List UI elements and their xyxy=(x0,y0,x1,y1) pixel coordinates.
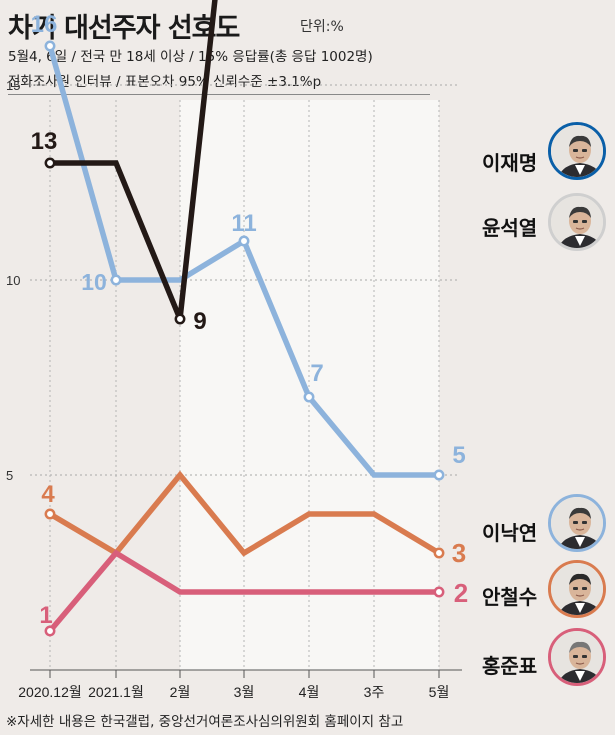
data-label-이낙연: 11 xyxy=(231,210,256,237)
legend-name-ahn-cheolsoo: 안철수 xyxy=(482,585,538,609)
data-point-안철수 xyxy=(433,547,445,559)
header-divider xyxy=(8,94,430,95)
data-point-이낙연 xyxy=(110,274,122,286)
unit-label: 단위:% xyxy=(300,19,344,35)
data-point-홍준표 xyxy=(44,625,56,637)
x-tick-label: 5월 xyxy=(429,684,450,700)
data-label-안철수: 3 xyxy=(452,538,466,568)
x-tick-label: 3월 xyxy=(234,684,255,700)
data-label-윤석열: 9 xyxy=(193,308,206,335)
data-label-홍준표: 1 xyxy=(39,602,52,629)
legend-name-lee-nakyon: 이낙연 xyxy=(482,521,538,545)
data-point-이낙연 xyxy=(303,391,315,403)
data-point-홍준표 xyxy=(433,586,445,598)
data-label-이낙연: 10 xyxy=(81,269,107,295)
data-point-윤석열 xyxy=(174,313,186,325)
data-point-안철수 xyxy=(44,508,56,520)
x-tick-label: 2020.12월 xyxy=(18,684,82,700)
y-tick-label: 15 xyxy=(6,78,20,93)
data-point-이낙연 xyxy=(238,235,250,247)
data-label-윤석열: 13 xyxy=(31,128,58,155)
x-tick-label: 4월 xyxy=(299,684,320,700)
chart-title: 차기 대선주자 선호도 xyxy=(8,13,240,44)
data-point-이낙연 xyxy=(433,469,445,481)
portrait-lee-nakyon xyxy=(548,494,606,552)
data-label-이낙연: 7 xyxy=(310,360,323,387)
data-label-이낙연: 16 xyxy=(31,11,58,38)
portrait-lee-jaemyung xyxy=(548,122,606,180)
data-point-이낙연 xyxy=(44,40,56,52)
y-tick-label: 10 xyxy=(6,273,20,288)
data-label-이낙연: 5 xyxy=(452,442,465,469)
data-point-윤석열 xyxy=(44,157,56,169)
portrait-yoon-seokyoul xyxy=(548,193,606,251)
survey-info-line-1: 5월4, 6일 / 전국 만 18세 이상 / 15% 응답률(총 응답 100… xyxy=(8,49,373,65)
series-line-홍준표 xyxy=(47,549,439,633)
series-line-윤석열 xyxy=(50,0,218,321)
portrait-ahn-cheolsoo xyxy=(548,560,606,618)
legend-name-yoon-seokyoul: 윤석열 xyxy=(482,216,538,240)
x-tick-label: 3주 xyxy=(364,684,385,700)
x-tick-label: 2021.1월 xyxy=(88,684,144,700)
legend-name-lee-jaemyung: 이재명 xyxy=(482,151,538,175)
legend-name-hong-joonpyo: 홍준표 xyxy=(482,654,538,678)
data-label-안철수: 4 xyxy=(41,481,55,508)
source-footnote: ※자세한 내용은 한국갤럽, 중앙선거여론조사심의위원회 홈페이지 참고 xyxy=(6,714,404,730)
data-label-홍준표: 2 xyxy=(454,578,468,608)
y-tick-label: 5 xyxy=(6,468,13,483)
survey-info-line-2: 전화조사원 인터뷰 / 표본오차 95% 신뢰수준 ±3.1%p xyxy=(8,74,322,90)
x-tick-label: 2월 xyxy=(170,684,191,700)
portrait-hong-joonpyo xyxy=(548,628,606,686)
